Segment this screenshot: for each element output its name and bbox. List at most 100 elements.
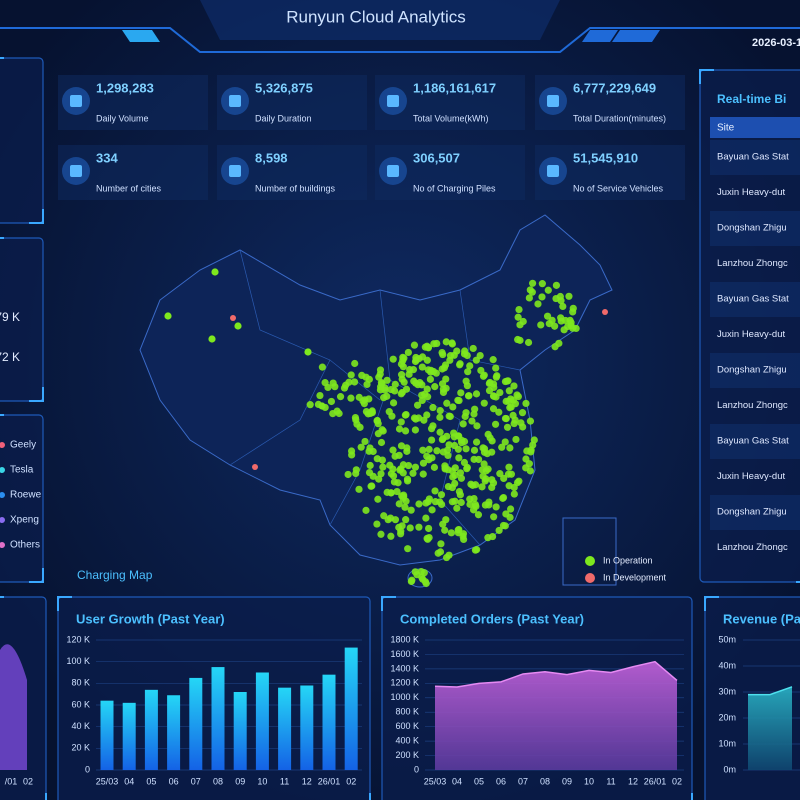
station-dot [569, 304, 577, 312]
station-dot [419, 575, 427, 583]
station-dot [443, 432, 451, 440]
station-dot [488, 476, 496, 484]
station-dot [507, 403, 515, 411]
x-tick-label: 12 [302, 776, 312, 786]
legend-dot [0, 442, 5, 448]
station-dot [459, 530, 468, 538]
station-dot [433, 447, 441, 455]
station-dot [506, 444, 514, 452]
station-dot [423, 342, 431, 350]
panel-corner [704, 596, 719, 611]
station-dot [387, 385, 395, 394]
station-dot [566, 316, 574, 324]
station-dot [557, 317, 565, 325]
station-dot [425, 524, 433, 533]
bar [122, 702, 136, 770]
station-dot [451, 479, 459, 488]
x-tick-label: 09 [235, 776, 245, 786]
stat-icon-glyph [547, 165, 559, 177]
stat-label: Daily Volume [96, 113, 149, 123]
station-dot [444, 451, 452, 460]
station-dot [446, 352, 455, 360]
header-accent [582, 30, 660, 42]
station-dot [396, 466, 404, 474]
y-tick-label: 40m [718, 660, 736, 670]
south-sea-inset [562, 517, 617, 586]
station-dot [514, 313, 522, 321]
station-dot [399, 357, 407, 365]
station-dot [361, 437, 369, 446]
station-dot [505, 387, 513, 395]
bar [233, 692, 247, 770]
station-dot [377, 470, 385, 478]
station-dot [477, 366, 485, 375]
station-dot [472, 356, 480, 364]
y-tick-label: 10m [718, 738, 736, 748]
station-dot [418, 396, 426, 405]
station-dot [399, 363, 407, 371]
panel-corner [57, 596, 371, 800]
station-dot [441, 526, 449, 534]
station-dot [409, 366, 418, 374]
station-dot [440, 364, 449, 372]
station-dot [403, 447, 411, 455]
stat-label: Total Volume(kWh) [413, 113, 489, 123]
bar [300, 685, 314, 770]
station-dot [378, 426, 386, 434]
legend-dot [585, 573, 595, 583]
station-dot [544, 286, 552, 294]
station-dot [391, 380, 399, 388]
station-dot [428, 454, 436, 462]
legend-label: In Operation [603, 555, 653, 565]
station-dot [481, 501, 489, 509]
station-dot [375, 373, 383, 381]
station-dot [400, 493, 408, 501]
table-header: Site [717, 123, 735, 134]
station-dot [336, 393, 345, 401]
station-dot [464, 368, 472, 376]
chart-title: Revenue (Pa [723, 611, 800, 626]
station-dot [383, 376, 391, 384]
station-dot [457, 436, 466, 444]
station-dot [393, 487, 401, 496]
station-dot [484, 465, 492, 473]
table-cell: Bayuan Gas Stat [717, 152, 789, 163]
station-dot [434, 549, 442, 557]
legend-dot [585, 556, 595, 566]
station-dot [513, 479, 522, 487]
station-dot [455, 487, 463, 496]
station-dot [351, 359, 359, 368]
station-dot [352, 469, 360, 478]
table-row-bg [710, 282, 800, 317]
station-dot [466, 362, 474, 370]
x-tick-label: 26/01 [644, 776, 667, 786]
x-tick-label: 25/03 [424, 776, 447, 786]
station-dot [410, 341, 419, 349]
station-dot [454, 396, 462, 404]
station-dot [395, 425, 404, 433]
content: 79 K 72 K Geely Tesla Roewe Xpeng Others 1,298,… [0, 57, 800, 800]
station-dot [423, 356, 431, 364]
station-dot [436, 407, 444, 415]
station-dot [478, 466, 486, 474]
station-dot [457, 474, 466, 482]
station-dot [449, 403, 457, 411]
station-dot [517, 419, 525, 427]
panel [0, 237, 44, 402]
station-dot [500, 474, 508, 482]
station-dot [486, 378, 494, 387]
station-dot [565, 292, 573, 300]
y-tick-label: 800 K [395, 707, 419, 717]
station-dot [474, 511, 483, 519]
table-row-bg [710, 495, 800, 530]
x-tick-label: 08 [213, 776, 223, 786]
station-dot [492, 503, 500, 511]
y-tick-label: 120 K [66, 634, 90, 644]
station-dot [543, 312, 552, 320]
table-cell: Dongshan Zhigu [717, 365, 787, 376]
station-dot [347, 371, 355, 379]
station-dot [506, 513, 514, 521]
x-tick-label: 10 [257, 776, 267, 786]
station-dot [473, 422, 481, 430]
table-cell: Lanzhou Zhongc [717, 258, 788, 269]
